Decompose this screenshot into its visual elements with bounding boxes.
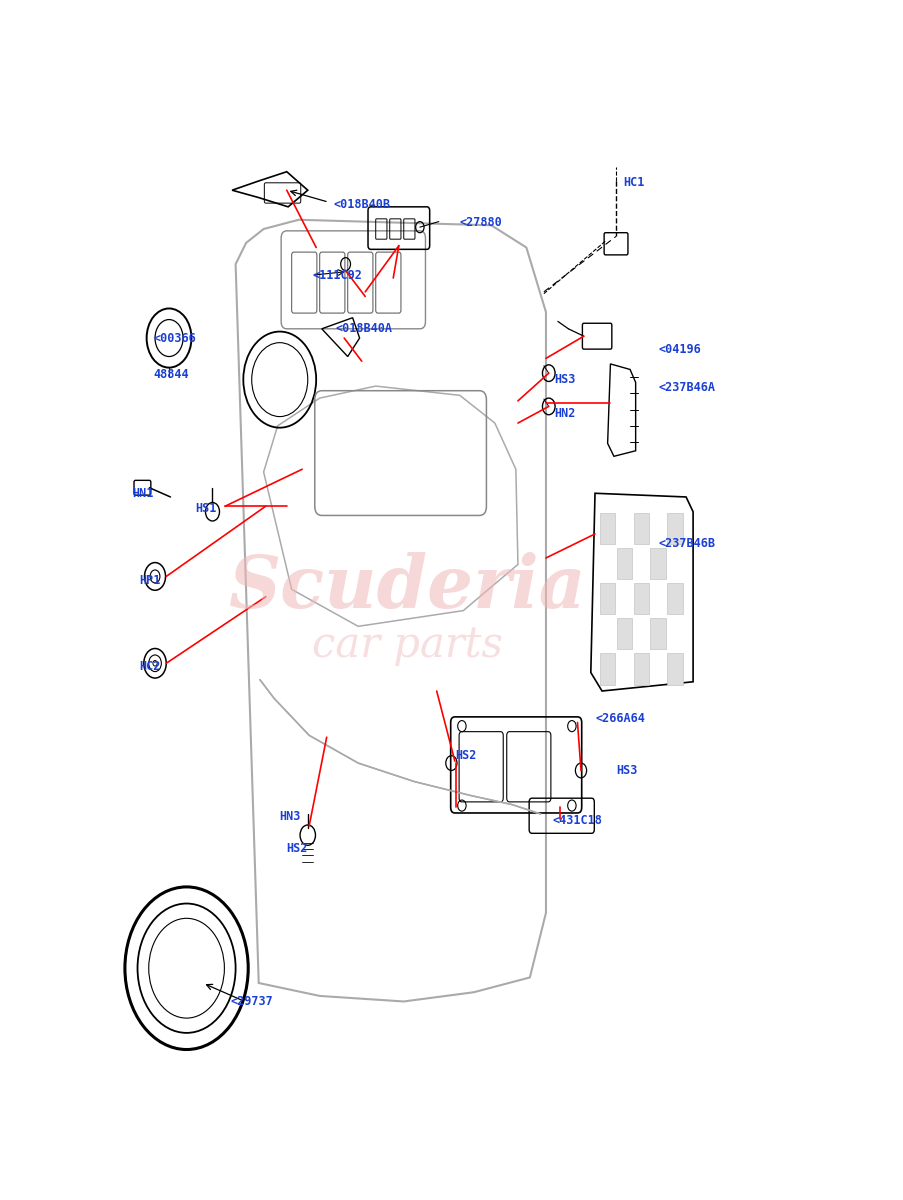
Text: Scuderia: Scuderia	[228, 552, 585, 623]
Polygon shape	[633, 583, 648, 614]
Polygon shape	[649, 547, 665, 580]
Text: <00366: <00366	[154, 331, 196, 344]
Text: 48844: 48844	[154, 368, 189, 382]
Text: HC1: HC1	[622, 176, 644, 190]
Text: <237B46B: <237B46B	[657, 536, 714, 550]
Text: HS1: HS1	[195, 503, 217, 516]
Polygon shape	[633, 512, 648, 544]
Text: HS3: HS3	[554, 373, 575, 386]
Text: HN3: HN3	[279, 810, 301, 823]
Polygon shape	[666, 653, 682, 684]
Text: HS2: HS2	[454, 749, 476, 762]
Text: car parts: car parts	[312, 624, 502, 666]
Polygon shape	[616, 547, 631, 580]
Text: <04196: <04196	[657, 343, 700, 355]
Text: HC2: HC2	[139, 660, 161, 672]
Polygon shape	[666, 583, 682, 614]
Polygon shape	[600, 653, 615, 684]
Text: <018B40B: <018B40B	[333, 198, 390, 210]
Polygon shape	[649, 618, 665, 649]
Text: HN2: HN2	[554, 407, 575, 420]
Text: HS2: HS2	[286, 841, 308, 854]
Polygon shape	[600, 512, 615, 544]
Polygon shape	[633, 653, 648, 684]
Text: <431C18: <431C18	[553, 814, 602, 827]
Text: HP1: HP1	[139, 574, 161, 587]
Text: <29737: <29737	[230, 995, 273, 1008]
Polygon shape	[666, 512, 682, 544]
Polygon shape	[600, 583, 615, 614]
Text: <018B40A: <018B40A	[335, 323, 393, 335]
Text: <111C92: <111C92	[312, 269, 362, 282]
Text: <27880: <27880	[460, 216, 502, 229]
Text: <237B46A: <237B46A	[657, 380, 714, 394]
Polygon shape	[616, 618, 631, 649]
Text: <266A64: <266A64	[594, 713, 644, 725]
Text: HN1: HN1	[133, 487, 154, 499]
Text: HS3: HS3	[615, 764, 637, 776]
